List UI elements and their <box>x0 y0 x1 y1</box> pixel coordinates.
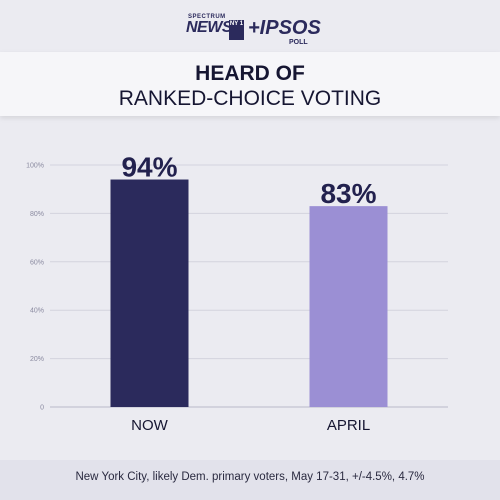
y-tick-label: 100% <box>26 163 44 170</box>
logo-poll-text: POLL <box>289 39 308 46</box>
y-tick-label: 80% <box>30 211 44 218</box>
logo-spectrum-text: SPECTRUM <box>188 14 226 20</box>
logo-ipsos-text: +IPSOS <box>248 17 321 39</box>
y-tick-label: 40% <box>30 308 44 315</box>
footer-band: New York City, likely Dem. primary voter… <box>0 460 500 500</box>
logo: SPECTRUM NEWS NY 1 +IPSOS POLL <box>0 10 500 46</box>
logo-news-text: NEWS <box>186 19 233 36</box>
logo-ny1-badge: NY 1 <box>229 20 244 40</box>
x-tick-label: NOW <box>131 417 169 434</box>
chart-title-line1: HEARD OF <box>195 62 305 85</box>
y-tick-label: 60% <box>30 259 44 266</box>
title-banner: HEARD OF RANKED-CHOICE VOTING <box>0 52 500 116</box>
bar <box>110 179 189 407</box>
bar <box>309 206 388 407</box>
data-label: 94% <box>121 152 177 183</box>
y-tick-label: 0 <box>40 405 44 412</box>
bar-chart: 0 20% 40% 60% 80% 100% 94% NOW 83% APRIL <box>26 152 448 434</box>
chart-title-line2: RANKED-CHOICE VOTING <box>118 87 382 110</box>
y-tick-label: 20% <box>30 356 44 363</box>
x-tick-label: APRIL <box>327 417 370 434</box>
footnote: New York City, likely Dem. primary voter… <box>75 471 425 483</box>
data-label: 83% <box>320 178 376 209</box>
